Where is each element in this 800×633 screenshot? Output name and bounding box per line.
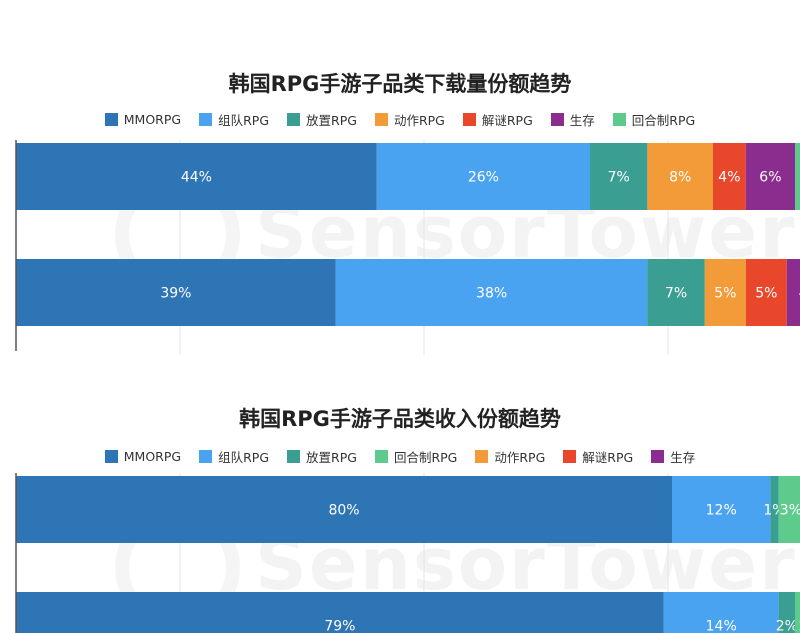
bar-segment (795, 143, 800, 210)
legend-item: 动作RPG (374, 110, 445, 129)
data-label: 38% (476, 286, 507, 302)
data-label: 3% (780, 503, 800, 519)
data-label: 4 (799, 286, 800, 302)
legend-item: 组队RPG (199, 447, 269, 466)
bar-segment (778, 592, 795, 633)
data-label: 8% (669, 170, 691, 186)
data-label: 26% (468, 170, 499, 186)
legend-swatch (374, 450, 388, 463)
bar-segment (704, 259, 746, 326)
legend-swatch (287, 450, 301, 463)
legend-item: MMORPG (104, 110, 182, 129)
bar-segment (663, 592, 779, 633)
legend-label: 回合制RPG (631, 113, 696, 128)
legend-label: 组队RPG (218, 450, 270, 465)
bar-segment (745, 259, 787, 326)
legend-swatch (287, 113, 301, 126)
bar-segment (795, 592, 800, 633)
legend-label: 放置RPG (306, 450, 357, 465)
legend-label: 放置RPG (306, 113, 357, 128)
legend-label: 生存 (670, 450, 696, 465)
legend-swatch (199, 450, 213, 463)
chart-2-plot: 80%12%1%3%79%14%2%2 (15, 473, 800, 633)
legend-item: 解谜RPG (462, 110, 533, 129)
data-label: 2 (799, 619, 800, 633)
legend-swatch (475, 450, 489, 463)
legend-item: 解谜RPG (563, 447, 633, 466)
legend-swatch (612, 113, 626, 126)
data-label: 4% (718, 170, 740, 186)
legend-item: 放置RPG (287, 447, 357, 466)
bar-segment (770, 476, 779, 543)
bar-segment (16, 259, 336, 326)
data-label: 44% (181, 170, 212, 186)
legend-label: 回合制RPG (393, 450, 458, 465)
legend-item: MMORPG (104, 447, 182, 466)
chart-1-title: 韩国RPG手游子品类下载量份额趋势 (228, 72, 572, 96)
legend-swatch (104, 113, 118, 126)
legend-item: 回合制RPG (612, 110, 696, 129)
bar-segment (647, 259, 705, 326)
data-label: 7% (665, 286, 687, 302)
legend-item: 动作RPG (475, 447, 545, 466)
bar-segment (713, 143, 746, 210)
data-label: 5% (714, 286, 736, 302)
legend-label: 组队RPG (218, 113, 270, 128)
data-label: 79% (324, 619, 355, 633)
legend-label: 生存 (569, 113, 595, 128)
data-label: 5% (755, 286, 777, 302)
data-label: 12% (706, 503, 737, 519)
legend-swatch (563, 450, 577, 463)
bar-segment (376, 143, 590, 210)
legend-swatch (651, 450, 665, 463)
bar-segment (335, 259, 648, 326)
legend-label: MMORPG (123, 112, 182, 127)
legend-swatch (199, 113, 213, 126)
legend-item: 生存 (651, 447, 695, 466)
legend-label: 解谜RPG (582, 450, 634, 465)
legend-swatch (550, 113, 564, 126)
bar-segment (786, 259, 800, 326)
bar-segment (590, 143, 648, 210)
bar-segment (672, 476, 771, 543)
chart-2-title: 韩国RPG手游子品类收入份额趋势 (239, 407, 561, 431)
data-label: 6% (759, 170, 781, 186)
legend-label: 动作RPG (393, 113, 445, 128)
bar-segment (778, 476, 800, 543)
chart-1-plot: 44% 26% 7% 8% 4% 6% 39% 38% 7% 5% 5% 4 (15, 140, 800, 355)
chart-1-legend: MMORPG 组队RPG 放置RPG 动作RPG 解谜RPG 生存 回合制RPG (0, 110, 800, 129)
legend-label: MMORPG (123, 449, 182, 464)
legend-label: 解谜RPG (481, 113, 533, 128)
legend-item: 回合制RPG (374, 447, 458, 466)
data-label: 2% (776, 619, 798, 633)
bar-segment (745, 143, 795, 210)
legend-swatch (374, 113, 388, 126)
legend-swatch (104, 450, 118, 463)
data-label: 39% (160, 286, 191, 302)
legend-item: 组队RPG (199, 110, 269, 129)
legend-swatch (462, 113, 476, 126)
bar-segment (16, 476, 672, 543)
bar-segment (16, 592, 664, 633)
bar-segment (647, 143, 713, 210)
legend-label: 动作RPG (494, 450, 546, 465)
legend-item: 生存 (550, 110, 595, 129)
data-label: 7% (608, 170, 630, 186)
data-label: 14% (706, 619, 737, 633)
bar-segment (16, 143, 377, 210)
legend-item: 放置RPG (287, 110, 357, 129)
chart-2-legend: MMORPG 组队RPG 放置RPG 回合制RPG 动作RPG 解谜RPG 生存 (0, 447, 800, 466)
data-label: 80% (328, 503, 359, 519)
